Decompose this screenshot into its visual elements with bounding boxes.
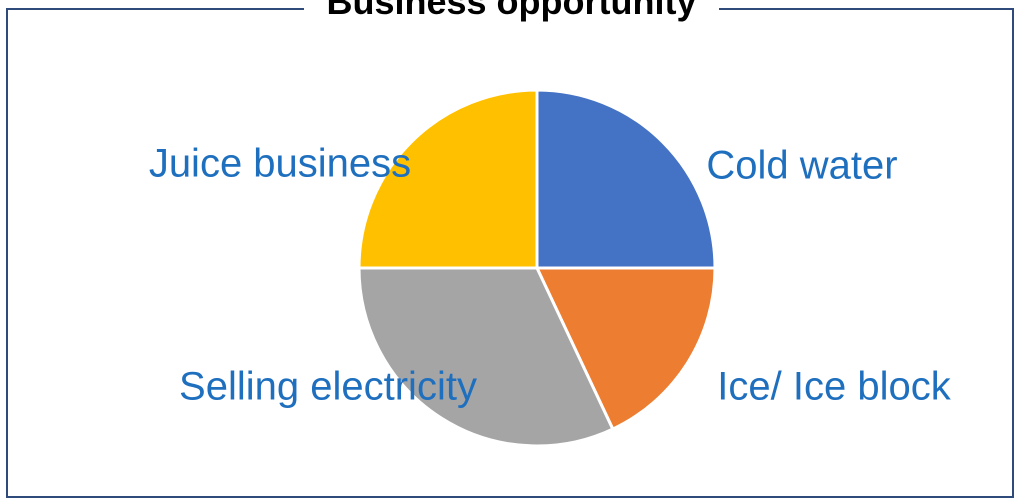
pie-label-cold-water: Cold water xyxy=(706,144,897,188)
pie-label-ice-ice-block: Ice/ Ice block xyxy=(717,365,951,409)
pie-label-juice-business: Juice business xyxy=(149,142,411,186)
pie-slice-ice-ice-block xyxy=(535,266,717,431)
pie-slice-juice-business xyxy=(357,88,539,270)
pie-slice-selling-electricity xyxy=(357,266,615,448)
pie-slices xyxy=(357,88,717,448)
pie-slice-cold-water xyxy=(535,88,717,270)
chart-title-text: Business opportunity xyxy=(304,0,719,22)
pie-labels: Cold water Ice/ Ice block Selling electric… xyxy=(149,142,952,409)
pie-label-selling-electricity: Selling electricity xyxy=(179,365,477,409)
chart-title: Business opportunity xyxy=(0,0,1023,24)
